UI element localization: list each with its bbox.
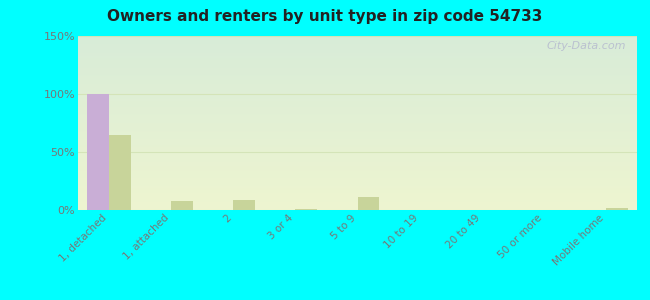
Bar bbox=[87, 94, 109, 210]
Text: Owners and renters by unit type in zip code 54733: Owners and renters by unit type in zip c… bbox=[107, 9, 543, 24]
Bar bbox=[171, 201, 193, 210]
Bar bbox=[295, 209, 317, 210]
Bar bbox=[109, 135, 131, 210]
Bar bbox=[358, 197, 379, 210]
Text: City-Data.com: City-Data.com bbox=[546, 41, 626, 51]
Bar bbox=[233, 200, 255, 210]
Bar bbox=[606, 208, 628, 210]
